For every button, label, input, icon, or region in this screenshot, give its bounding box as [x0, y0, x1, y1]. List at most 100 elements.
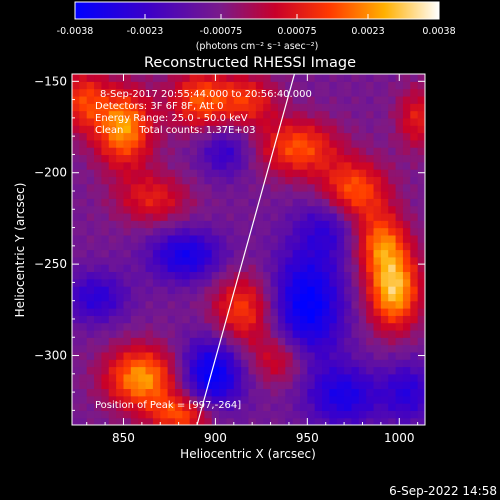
heatmap-cell [314, 308, 323, 316]
heatmap-cell [248, 300, 257, 309]
heatmap-cell [410, 293, 419, 302]
heatmap-cell [263, 176, 272, 185]
heatmap-cell [233, 198, 242, 207]
heatmap-cell [226, 344, 235, 353]
heatmap-cell [160, 403, 169, 411]
heatmap-cell [344, 359, 353, 368]
heatmap-cell [366, 161, 375, 170]
heatmap-cell [123, 366, 132, 375]
heatmap-cell [182, 256, 191, 265]
heatmap-cell [79, 300, 88, 309]
heatmap-cell [167, 147, 176, 156]
heatmap-cell [410, 132, 419, 141]
heatmap-cell [410, 381, 419, 390]
heatmap-cell [395, 286, 404, 294]
heatmap-cell [219, 191, 228, 199]
heatmap-cell [86, 81, 95, 90]
heatmap-cell [388, 359, 397, 368]
heatmap-cell [336, 234, 345, 243]
heatmap-cell [79, 117, 88, 126]
heatmap-cell [189, 286, 198, 294]
heatmap-cell [204, 198, 213, 207]
heatmap-cell [233, 117, 242, 126]
heatmap-cell [248, 417, 257, 425]
heatmap-cell [101, 205, 110, 214]
heatmap-cell [123, 220, 132, 229]
heatmap-cell [366, 154, 375, 163]
heatmap-cell [358, 278, 367, 287]
heatmap-cell [116, 271, 125, 280]
heatmap-cell [86, 308, 95, 316]
heatmap-cell [248, 110, 257, 119]
heatmap-cell [395, 234, 404, 243]
heatmap-cell [94, 132, 103, 141]
heatmap-cell [322, 351, 330, 360]
heatmap-cell [410, 103, 419, 112]
heatmap-cell [145, 154, 154, 163]
heatmap-cell [72, 293, 80, 302]
heatmap-cell [263, 183, 272, 192]
heatmap-cell [130, 110, 139, 119]
heatmap-cell [380, 381, 389, 390]
heatmap-cell [366, 417, 375, 425]
heatmap-cell [108, 242, 117, 251]
heatmap-cell [277, 110, 286, 119]
heatmap-cell [167, 242, 176, 251]
heatmap-cell [380, 308, 389, 316]
heatmap-cell [116, 176, 125, 185]
heatmap-cell [226, 132, 235, 141]
heatmap-cell [174, 74, 183, 82]
heatmap-cell [226, 403, 235, 411]
heatmap-cell [285, 381, 294, 390]
heatmap-cell [336, 300, 345, 309]
heatmap-cell [152, 176, 161, 185]
heatmap-cell [314, 220, 323, 229]
heatmap-cell [395, 176, 404, 185]
heatmap-cell [145, 293, 154, 302]
heatmap-cell [373, 169, 382, 177]
x-tick-label: 1000 [384, 431, 415, 445]
heatmap-cell [233, 322, 242, 331]
heatmap-cell [336, 117, 345, 126]
heatmap-cell [79, 242, 88, 251]
heatmap-cell [233, 271, 242, 280]
heatmap-cell [241, 359, 250, 368]
heatmap-cell [402, 242, 411, 251]
heatmap-cell [285, 351, 294, 360]
heatmap-cell [358, 139, 367, 148]
heatmap-cell [292, 154, 301, 163]
heatmap-cell [263, 227, 272, 236]
heatmap-cell [292, 139, 301, 148]
heatmap-cell [182, 74, 191, 82]
heatmap-cell [322, 198, 330, 207]
heatmap-cell [116, 395, 125, 404]
heatmap-cell [248, 381, 257, 390]
heatmap-cell [292, 395, 301, 404]
heatmap-cell [86, 110, 95, 119]
heatmap-cell [211, 205, 220, 214]
heatmap-cell [160, 234, 169, 243]
heatmap-cell [307, 205, 316, 214]
heatmap-cell [138, 373, 147, 382]
heatmap-cell [336, 337, 345, 346]
heatmap-cell [277, 242, 286, 251]
heatmap-cell [358, 103, 367, 112]
heatmap-cell [314, 293, 323, 302]
heatmap-cell [130, 205, 139, 214]
heatmap-cell [145, 278, 154, 287]
heatmap-cell [160, 256, 169, 265]
heatmap-cell [226, 286, 235, 294]
heatmap-cell [72, 220, 80, 229]
heatmap-cell [167, 293, 176, 302]
heatmap-cell [241, 329, 250, 338]
heatmap-cell [160, 132, 169, 141]
heatmap-cell [72, 308, 80, 316]
heatmap-cell [145, 249, 154, 258]
heatmap-cell [277, 147, 286, 156]
heatmap-cell [241, 293, 250, 302]
heatmap-cell [130, 249, 139, 258]
heatmap-cell [72, 198, 80, 207]
heatmap-cell [108, 278, 117, 287]
heatmap-cell [336, 264, 345, 273]
heatmap-cell [373, 329, 382, 338]
